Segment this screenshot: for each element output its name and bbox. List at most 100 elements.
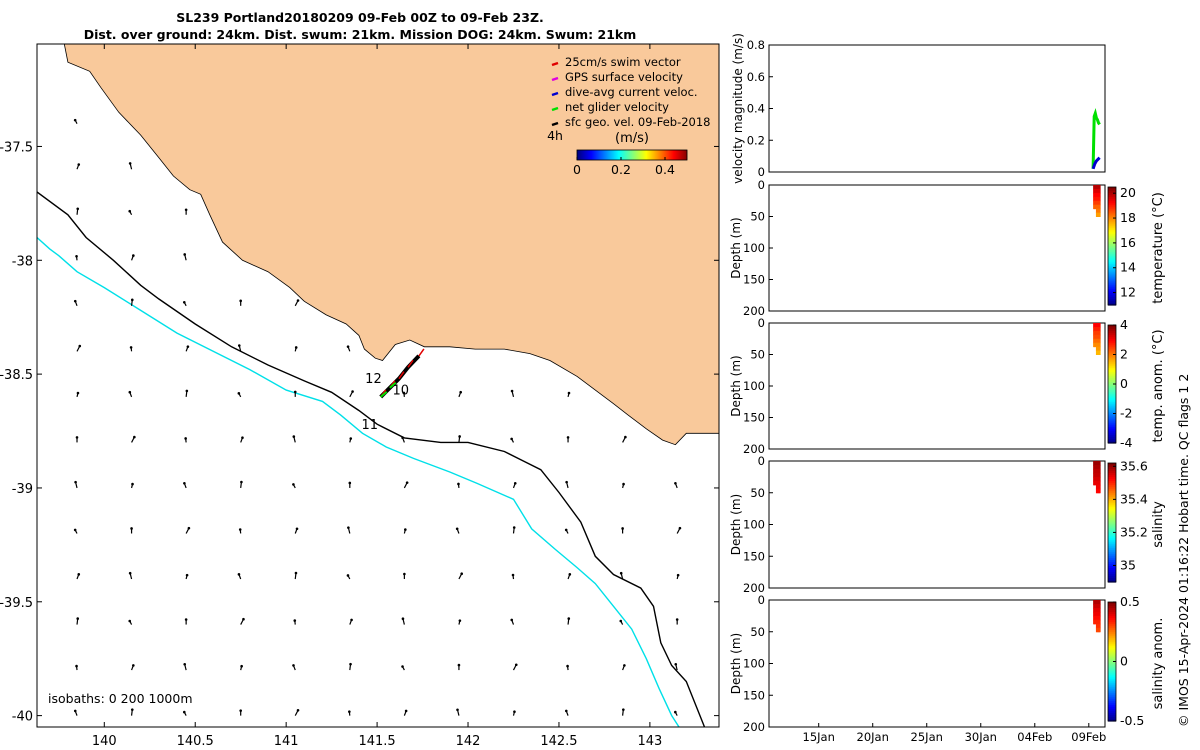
salinity-anomaly-colorbar-cell <box>1108 681 1116 684</box>
temp-anomaly-colorbar-cell <box>1108 366 1116 369</box>
temp-anomaly-colorbar-cell <box>1108 354 1116 358</box>
legend-swatch <box>551 106 559 112</box>
sfc-vel-arrow-head <box>183 662 187 666</box>
x-tick-label: 140 <box>92 734 117 749</box>
temp-anomaly-colorbar-cell <box>1108 370 1116 373</box>
salinity-anomaly-colorbar-cell <box>1108 713 1116 716</box>
salinity-anomaly-data-cell <box>1095 619 1097 625</box>
salinity-data-cell <box>1097 480 1099 486</box>
salinity-data-cell <box>1093 461 1095 466</box>
temperature-colorbar-cell <box>1108 226 1116 229</box>
temperature-colorbar-cell <box>1108 220 1116 223</box>
sfc-vel-arrow-head <box>348 481 352 485</box>
colorbar-cell <box>682 150 684 160</box>
colorbar-cell <box>644 150 646 160</box>
time-x-tick-label: 25Jan <box>911 730 943 744</box>
temperature-data-cell <box>1097 185 1099 190</box>
temperature-colorbar-cell <box>1108 291 1116 294</box>
colorbar-cell <box>610 150 612 160</box>
colorbar-cell <box>661 150 663 160</box>
salinity-anomaly-data-cell <box>1095 615 1098 621</box>
salinity-colorbar-cell <box>1108 524 1116 528</box>
salinity-data-cell <box>1097 461 1099 466</box>
temp-anomaly-data-cell <box>1096 350 1098 355</box>
colorbar-cell <box>650 150 652 160</box>
salinity-colorbar-tick-label: 35.4 <box>1120 491 1148 506</box>
temp-anomaly-data-cell <box>1094 334 1096 340</box>
colorbar-cell <box>619 150 621 160</box>
colorbar-cell <box>584 150 586 160</box>
temp-anomaly-data-cell <box>1097 323 1099 328</box>
salinity-anomaly-data-cell <box>1097 627 1099 633</box>
colorbar-cell <box>613 150 615 160</box>
salinity-data-cell <box>1095 468 1097 474</box>
sfc-vel-arrow-head <box>401 436 404 440</box>
temp-anomaly-colorbar-cell <box>1108 326 1116 330</box>
temp-anomaly-data-cell <box>1096 326 1098 332</box>
sfc-vel-arrow-head <box>294 571 298 575</box>
colorbar-cell <box>627 150 629 160</box>
sfc-vel-arrow-head <box>130 298 134 302</box>
temperature-data-cell <box>1097 204 1099 210</box>
temp-anomaly-data-cell <box>1095 334 1097 340</box>
colorbar-cell <box>673 150 675 160</box>
colorbar-cell <box>649 150 651 160</box>
sfc-vel-arrow-head <box>294 346 298 349</box>
colorbar-cell <box>636 150 638 160</box>
salinity-anomaly-colorbar-cell <box>1108 717 1116 720</box>
temperature-colorbar-cell <box>1108 214 1116 218</box>
temp-anomaly-colorbar-cell <box>1108 423 1116 426</box>
salinity-anomaly-colorbar-cell <box>1108 619 1116 623</box>
temp-anomaly-colorbar-cell <box>1108 378 1116 381</box>
temperature-colorbar-cell <box>1108 224 1116 227</box>
temp-anomaly-data-cell <box>1098 338 1100 344</box>
salinity-data-cell <box>1094 480 1096 486</box>
colorbar-cell <box>608 150 610 160</box>
sfc-vel-arrow-head <box>458 619 462 622</box>
sfc-vel-arrow-head <box>182 300 186 304</box>
temperature-colorbar-cell <box>1108 253 1116 257</box>
temp-anomaly-colorbar-tick-label: 0 <box>1120 376 1128 391</box>
sfc-vel-arrow-head <box>457 663 461 667</box>
sfc-vel-arrow-head <box>293 390 297 394</box>
temp-anomaly-data-cell <box>1095 342 1097 348</box>
salinity-anomaly-data-cell <box>1095 600 1097 605</box>
colorbar-cell <box>683 150 685 160</box>
temperature-data-cell <box>1096 204 1098 210</box>
sfc-vel-arrow-head <box>456 708 459 712</box>
sfc-vel-arrow-head <box>240 480 243 484</box>
sfc-vel-arrow-head <box>350 618 353 622</box>
track-label: 10 <box>392 384 409 399</box>
salinity-data-cell <box>1095 488 1098 494</box>
temperature-data-cell <box>1095 185 1097 190</box>
salinity-anomaly-colorbar-tick-label: -0.5 <box>1120 713 1144 728</box>
temperature-data-cell <box>1098 208 1100 214</box>
temperature-colorbar-cell <box>1108 232 1116 235</box>
temp-anomaly-data-cell <box>1094 323 1096 328</box>
salinity-anomaly-data-cell <box>1093 600 1096 605</box>
temp-anomaly-data-cell <box>1098 323 1100 328</box>
temperature-colorbar-cell <box>1108 196 1116 200</box>
temperature-colorbar-tick-label: 16 <box>1120 235 1136 250</box>
temperature-data-cell <box>1098 192 1100 198</box>
temp-anomaly-frame <box>768 322 1106 450</box>
temperature-data-cell <box>1098 192 1100 198</box>
salinity-data-cell <box>1095 464 1098 470</box>
colorbar-cell <box>614 150 616 160</box>
temp-anomaly-data-cell <box>1095 334 1098 340</box>
colorbar-cell <box>602 150 604 160</box>
colorbar-cell <box>654 150 656 160</box>
colorbar-cell <box>620 150 622 160</box>
temp-anomaly-colorbar-tick-label: -2 <box>1120 406 1132 421</box>
salinity-data-cell <box>1095 472 1097 478</box>
salinity-data-cell <box>1098 476 1100 482</box>
colorbar-cell <box>675 150 677 160</box>
temperature-colorbar-cell <box>1108 289 1116 292</box>
velocity-series <box>1091 107 1101 169</box>
y-tick-label: -39.5 <box>0 596 33 611</box>
temperature-colorbar-frame <box>1107 186 1117 306</box>
sfc-vel-arrow-head <box>296 708 300 712</box>
temperature-data-cell <box>1095 196 1098 202</box>
salinity-colorbar-cell <box>1108 540 1116 543</box>
